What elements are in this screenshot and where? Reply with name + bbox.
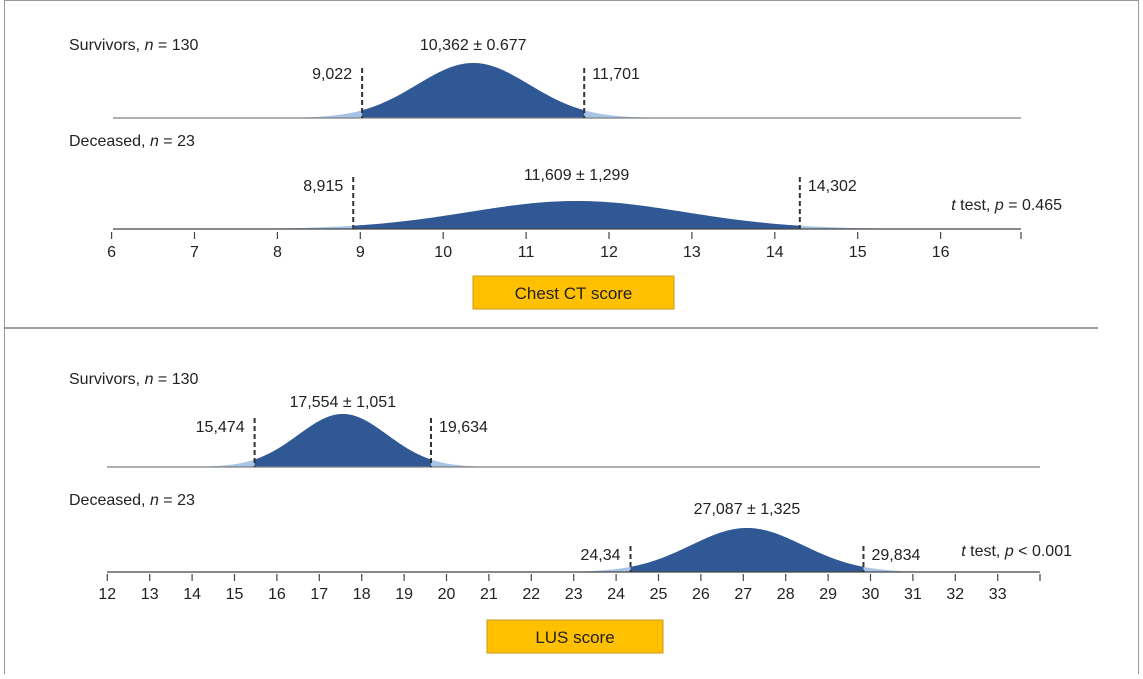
- summary-label-1-1: 27,087 ± 1,325: [694, 501, 801, 518]
- summary-label-0-1: 11,609 ± 1,299: [524, 167, 630, 184]
- upper-bound-label-1-1: 29,834: [871, 547, 920, 564]
- x-tick-label-1-16: 28: [777, 586, 795, 603]
- x-tick-label-0-9: 15: [849, 244, 867, 261]
- lower-bound-label-1-0: 15,474: [196, 419, 245, 436]
- test-result-1-part: < 0.001: [1014, 543, 1072, 560]
- group-label-1-0-part: = 130: [153, 371, 198, 388]
- x-axis-title-box-0: [472, 275, 675, 310]
- summary-label-1-0: 17,554 ± 1,051: [289, 394, 396, 411]
- x-tick-label-1-6: 18: [353, 586, 371, 603]
- density-core-1-1: [630, 528, 864, 572]
- test-result-0-part: p: [994, 197, 1004, 214]
- x-tick-label-0-4: 10: [434, 244, 452, 261]
- upper-bound-label-0-0: 11,701: [592, 66, 640, 83]
- x-tick-label-1-11: 23: [565, 586, 583, 603]
- lower-bound-label-0-0: 9,022: [312, 66, 352, 83]
- group-label-1-1-part: n: [150, 492, 159, 509]
- x-tick-label-0-6: 12: [600, 244, 618, 261]
- group-label-0-0-part: n: [145, 37, 154, 54]
- group-label-0-1: Deceased, n = 23: [69, 133, 195, 150]
- x-tick-label-1-7: 19: [395, 586, 413, 603]
- x-tick-label-0-10: 16: [932, 244, 950, 261]
- x-tick-label-0-0: 6: [107, 244, 116, 261]
- test-result-0-part: t: [951, 197, 956, 214]
- group-label-0-0: Survivors, n = 130: [69, 37, 199, 54]
- lower-bound-label-1-1: 24,34: [580, 547, 620, 564]
- x-tick-label-1-3: 15: [226, 586, 244, 603]
- test-result-1: t test, p < 0.001: [961, 543, 1072, 560]
- x-tick-label-0-3: 9: [356, 244, 365, 261]
- x-tick-label-1-19: 31: [904, 586, 922, 603]
- x-tick-label-0-5: 11: [518, 244, 535, 261]
- test-result-1-part: p: [1004, 543, 1014, 560]
- x-tick-label-0-7: 13: [683, 244, 701, 261]
- group-label-1-0: Survivors, n = 130: [69, 371, 199, 388]
- x-tick-label-0-1: 7: [190, 244, 199, 261]
- summary-label-0-0: 10,362 ± 0.677: [420, 37, 527, 54]
- density-core-0-1: [353, 201, 800, 229]
- x-tick-label-1-15: 27: [734, 586, 752, 603]
- x-tick-label-1-13: 25: [650, 586, 668, 603]
- x-axis-title-box-1: [486, 619, 664, 654]
- upper-bound-label-1-0: 19,634: [439, 419, 488, 436]
- x-tick-label-1-4: 16: [268, 586, 286, 603]
- test-result-1-part: t: [961, 543, 966, 560]
- x-tick-label-1-12: 24: [607, 586, 625, 603]
- x-tick-label-1-14: 26: [692, 586, 710, 603]
- group-label-1-0-part: n: [145, 371, 154, 388]
- lower-bound-label-0-1: 8,915: [303, 178, 343, 195]
- test-result-0-part: = 0.465: [1004, 197, 1062, 214]
- test-result-0-part: test,: [956, 197, 995, 214]
- upper-bound-label-0-1: 14,302: [808, 178, 857, 195]
- x-tick-label-1-20: 32: [946, 586, 964, 603]
- group-label-1-0-part: Survivors,: [69, 371, 145, 388]
- x-tick-label-1-21: 33: [989, 586, 1007, 603]
- x-tick-label-1-8: 20: [438, 586, 456, 603]
- x-tick-label-1-10: 22: [522, 586, 540, 603]
- group-label-1-1-part: Deceased,: [69, 492, 150, 509]
- test-result-0: t test, p = 0.465: [951, 197, 1062, 214]
- x-tick-label-1-17: 29: [819, 586, 837, 603]
- x-tick-label-1-0: 12: [98, 586, 116, 603]
- x-axis-title-0: Chest CT score: [515, 284, 633, 303]
- density-core-1-0: [254, 414, 431, 467]
- density-core-0-0: [362, 63, 585, 118]
- x-tick-label-0-2: 8: [273, 244, 282, 261]
- x-tick-label-1-1: 13: [141, 586, 159, 603]
- group-label-0-0-part: Survivors,: [69, 37, 145, 54]
- x-tick-label-0-8: 14: [766, 244, 784, 261]
- x-tick-label-1-9: 21: [480, 586, 498, 603]
- group-label-0-0-part: = 130: [153, 37, 198, 54]
- x-tick-label-1-2: 14: [183, 586, 201, 603]
- x-tick-label-1-5: 17: [310, 586, 328, 603]
- group-label-0-1-part: n: [150, 133, 159, 150]
- group-label-0-1-part: = 23: [159, 133, 195, 150]
- group-label-0-1-part: Deceased,: [69, 133, 150, 150]
- x-tick-label-1-18: 30: [862, 586, 880, 603]
- x-axis-title-1: LUS score: [535, 628, 614, 647]
- test-result-1-part: test,: [966, 543, 1005, 560]
- group-label-1-1: Deceased, n = 23: [69, 492, 195, 509]
- group-label-1-1-part: = 23: [159, 492, 195, 509]
